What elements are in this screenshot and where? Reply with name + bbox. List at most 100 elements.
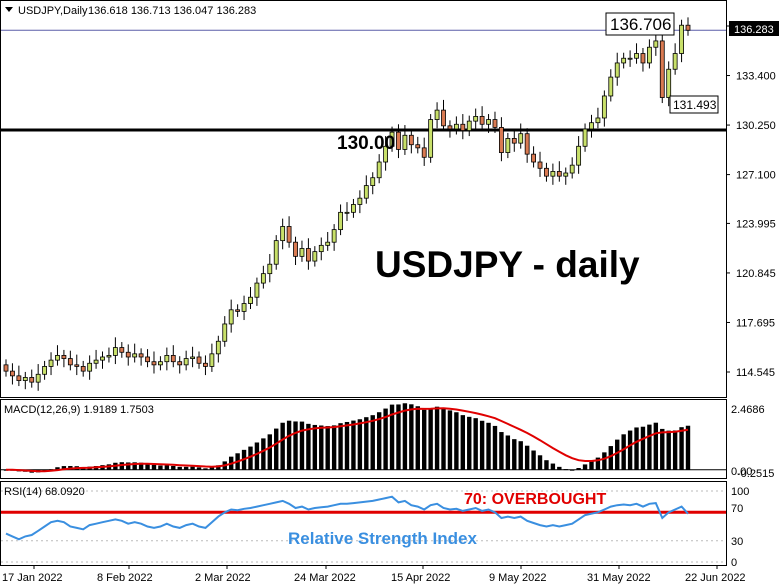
collapse-triangle-icon[interactable] (5, 7, 13, 12)
macd-histogram-bar (653, 422, 659, 470)
candle-body (48, 359, 54, 367)
date-tick-label: 2 Mar 2022 (195, 572, 251, 584)
macd-histogram-bar (441, 408, 446, 470)
macd-histogram-bar (647, 424, 652, 470)
rsi-tick-0: 0 (731, 557, 737, 569)
macd-histogram-bar (138, 462, 144, 470)
macd-histogram-bar (666, 430, 671, 470)
rsi-title: RSI(14) 68.0920 (4, 486, 85, 498)
macd-histogram-bar (415, 406, 420, 470)
macd-histogram-bar (576, 468, 581, 470)
candle-body (666, 68, 672, 98)
candle-body (576, 145, 582, 166)
low-value-label: 131.493 (673, 98, 717, 112)
candle-body (621, 57, 627, 64)
candle-body (61, 355, 67, 359)
candle-body (331, 229, 337, 243)
macd-histogram-bar (621, 434, 626, 470)
candle-body (248, 296, 253, 304)
macd-histogram-bar (634, 427, 639, 470)
candle-body (125, 351, 131, 358)
macd-histogram-bar (582, 464, 588, 470)
macd-histogram-bar (248, 446, 253, 470)
last-price-tag (729, 21, 779, 36)
macd-tick-zero: 0.00 (731, 466, 752, 478)
macd-histogram-bar (331, 425, 337, 470)
macd-histogram-bar (312, 424, 318, 470)
candle-body (544, 167, 549, 177)
candles (3, 17, 691, 391)
macd-histogram-bar (145, 463, 150, 470)
rsi-panel-frame (0, 481, 727, 566)
macd-histogram-bar (660, 428, 665, 470)
candle-body (595, 117, 601, 124)
macd-histogram-bar (557, 466, 562, 470)
macd-histogram-bar (338, 423, 343, 470)
candle-body (338, 211, 343, 231)
candle-body (376, 161, 382, 179)
high-value-label: 136.706 (610, 15, 671, 34)
candle-body (241, 303, 247, 312)
macd-histogram-bar (261, 438, 266, 470)
macd-histogram-bar (351, 420, 356, 470)
macd-histogram-bar (434, 406, 440, 470)
candle-body (351, 204, 356, 213)
candle-body (35, 373, 41, 383)
macd-histogram-bar (196, 467, 202, 470)
candle-body (42, 366, 48, 375)
macd-histogram-bar (479, 420, 485, 470)
low-value-box (669, 95, 719, 114)
macd-histogram-bar (325, 426, 330, 470)
candle-body (93, 359, 99, 364)
macd-histogram-bar (550, 463, 556, 470)
candle-body (415, 144, 421, 149)
candle-body (370, 177, 376, 186)
candle-body (421, 147, 427, 158)
candle-body (659, 40, 665, 98)
candle-body (428, 119, 434, 158)
macd-histogram-bar (299, 421, 305, 470)
price-tick-label: 123.995 (736, 218, 776, 230)
macd-histogram-bar (158, 465, 163, 470)
candle-body (286, 226, 292, 243)
macd-histogram-bar (183, 466, 189, 470)
macd-histogram-bar (357, 419, 363, 470)
candle-body (441, 109, 446, 127)
candle-body (22, 377, 28, 381)
candle-body (524, 133, 530, 155)
macd-histogram-bar (499, 432, 504, 470)
level-130-label: 130.00 (337, 133, 395, 154)
candle-body (646, 46, 652, 64)
macd-histogram-bar (306, 423, 311, 470)
candle-body (363, 185, 369, 199)
macd-histogram-bar (537, 455, 543, 470)
candle-body (679, 24, 684, 54)
candle-body (357, 197, 363, 205)
macd-histogram-bar (132, 462, 137, 470)
macd-histogram-bar (286, 420, 292, 470)
candle-body (215, 340, 221, 355)
macd-histogram-bar (569, 469, 575, 471)
macd-histogram-bar (383, 408, 388, 470)
candle-body (396, 131, 401, 150)
macd-histogram-bar (672, 430, 678, 470)
candle-body (119, 347, 125, 353)
macd-tick-top: 2.4686 (731, 404, 765, 416)
candle-body (170, 355, 176, 363)
candle-body (145, 356, 150, 363)
macd-histogram-bar (679, 427, 684, 470)
macd-histogram-bar (396, 404, 401, 470)
candle-body (486, 119, 491, 125)
date-tick-label: 8 Feb 2022 (97, 572, 153, 584)
macd-histogram-bar (595, 457, 601, 470)
price-tick-label: 127.100 (736, 170, 776, 182)
candle-body (473, 116, 479, 122)
candle-body (608, 76, 614, 97)
candle-body (260, 273, 266, 284)
candle-body (569, 164, 575, 174)
macd-histogram-bar (563, 469, 568, 471)
macd-histogram-bar (640, 426, 646, 470)
candle-body (106, 355, 112, 358)
candle-body (273, 240, 279, 265)
date-tick-label: 17 Jan 2022 (2, 572, 63, 584)
